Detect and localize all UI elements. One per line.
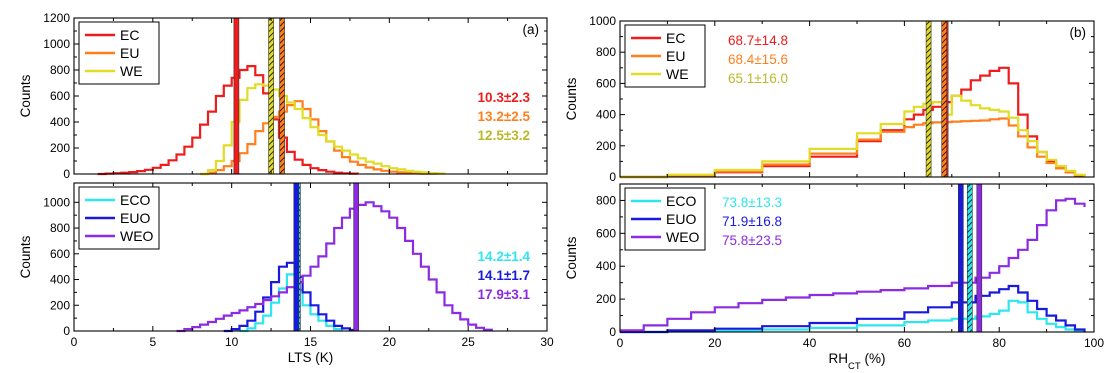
- mean-annotation: 12.5±3.2: [478, 128, 530, 143]
- y-tick-label: 800: [50, 63, 70, 77]
- y-axis-label: Counts: [564, 77, 579, 120]
- mean-band-hatch: [967, 184, 973, 332]
- legend-label-ec: EC: [666, 30, 685, 46]
- series-weo: [176, 201, 493, 333]
- mean-band-weo: [353, 183, 359, 331]
- panel-b_top: 0 200 400 600 800 1000 Counts (b) EC EU WE 68.7±14.…: [564, 14, 1095, 184]
- series-weo: [620, 197, 1086, 332]
- x-tick-label: 25: [461, 335, 475, 349]
- x-tick-label: 20: [708, 336, 722, 350]
- y-tick-label: 200: [50, 298, 70, 312]
- x-tick-label: 30: [540, 335, 554, 349]
- mean-annotation: 68.4±15.6: [728, 52, 788, 67]
- legend-label-euo: EUO: [666, 211, 696, 227]
- legend-label-eco: ECO: [120, 192, 150, 208]
- x-tick-label: 0: [617, 336, 624, 350]
- legend-label-eu: EU: [666, 48, 685, 64]
- y-tick-label: 1000: [43, 37, 70, 51]
- mean-band-euo: [293, 183, 299, 331]
- mean-annotation: 10.3±2.3: [478, 90, 531, 105]
- y-tick-label: 800: [596, 45, 616, 59]
- y-tick-label: 1000: [589, 14, 616, 28]
- y-tick-label: 200: [596, 139, 616, 153]
- mean-annotation: 68.7±14.8: [728, 33, 788, 48]
- mean-band-hatch: [926, 21, 932, 177]
- x-tick-label: 5: [149, 335, 156, 349]
- x-tick-label: 15: [304, 335, 318, 349]
- series-we: [620, 94, 1086, 179]
- y-tick-label: 0: [609, 325, 616, 339]
- mean-band-hatch: [268, 18, 274, 174]
- mean-annotation: 14.1±1.7: [478, 268, 530, 283]
- mean-annotation: 17.9±3.1: [478, 287, 531, 302]
- legend-label-weo: WEO: [120, 228, 154, 244]
- x-tick-label: 0: [71, 335, 78, 349]
- legend-label-we: WE: [666, 66, 689, 82]
- y-axis-label: Counts: [18, 74, 33, 117]
- y-tick-label: 600: [596, 76, 616, 90]
- y-tick-label: 0: [63, 167, 70, 181]
- y-tick-label: 200: [596, 292, 616, 306]
- y-tick-label: 400: [50, 273, 70, 287]
- series-eco: [239, 273, 344, 333]
- y-tick-label: 600: [596, 226, 616, 240]
- x-axis-label: LTS (K): [288, 350, 334, 365]
- x-tick-label: 40: [803, 336, 817, 350]
- panel-b_bottom: 0 20 40 60 80 100 0 200 400 600 800 Counts RHCT (%) E…: [564, 183, 1104, 372]
- y-tick-label: 400: [596, 108, 616, 122]
- mean-annotation: 75.8±23.5: [722, 233, 782, 248]
- mean-annotation: 14.2±1.4: [478, 249, 531, 264]
- x-axis-label: RHCT (%): [829, 351, 886, 372]
- mean-annotation: 65.1±16.0: [728, 71, 788, 86]
- series-ec: [97, 65, 359, 176]
- mean-annotation: 71.9±16.8: [722, 214, 782, 229]
- legend-label-eu: EU: [120, 45, 139, 61]
- series-we: [200, 83, 446, 176]
- y-tick-label: 0: [63, 324, 70, 338]
- panel-a_bottom: 0 5 10 15 20 25 30 0 200 400 600 800 1000 Counts LTS (…: [18, 182, 554, 365]
- panel-label: (a): [523, 22, 540, 37]
- y-tick-label: 600: [50, 89, 70, 103]
- mean-band-ec: [233, 18, 239, 174]
- y-tick-label: 800: [596, 193, 616, 207]
- panel-label: (b): [1070, 25, 1087, 40]
- y-tick-label: 0: [609, 170, 616, 184]
- legend-label-euo: EUO: [120, 210, 150, 226]
- y-axis-label: Counts: [18, 235, 33, 278]
- x-tick-label: 80: [993, 336, 1007, 350]
- y-tick-label: 1200: [43, 11, 70, 25]
- series-eco: [620, 299, 1086, 334]
- y-tick-label: 200: [50, 141, 70, 155]
- x-tick-label: 20: [383, 335, 397, 349]
- series-euo: [223, 261, 359, 333]
- mean-band-euo: [958, 184, 964, 332]
- y-tick-label: 800: [50, 221, 70, 235]
- x-tick-label: 60: [898, 336, 912, 350]
- y-tick-label: 400: [50, 115, 70, 129]
- mean-band-hatch: [941, 21, 947, 177]
- mean-annotation: 13.2±2.5: [478, 109, 531, 124]
- legend-label-we: WE: [120, 63, 143, 79]
- legend-label-ec: EC: [120, 27, 139, 43]
- x-tick-label: 100: [1084, 336, 1104, 350]
- y-tick-label: 400: [596, 259, 616, 273]
- y-tick-label: 1000: [43, 195, 70, 209]
- mean-band-weo: [976, 184, 982, 332]
- y-tick-label: 600: [50, 247, 70, 261]
- series-euo: [620, 284, 1086, 334]
- mean-band-hatch: [279, 18, 285, 174]
- legend-label-weo: WEO: [666, 229, 700, 245]
- mean-annotation: 73.8±13.3: [722, 195, 782, 210]
- series-eu: [620, 117, 1086, 179]
- x-tick-label: 10: [225, 335, 239, 349]
- panel-a_top: 0 200 400 600 800 1000 1200 Counts (a) EC EU WE 10.3…: [18, 11, 548, 181]
- y-axis-label: Counts: [564, 236, 579, 279]
- legend-label-eco: ECO: [666, 193, 696, 209]
